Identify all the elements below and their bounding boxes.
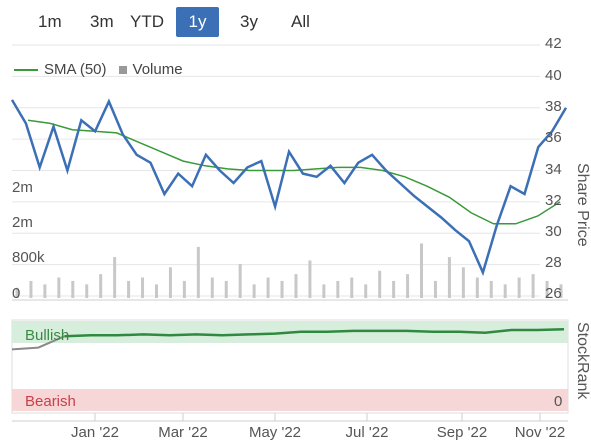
tab-1y[interactable]: 1y (176, 7, 219, 37)
stockrank-line (64, 327, 565, 338)
volume-bar (364, 284, 368, 298)
volume-bar (154, 284, 158, 298)
volume-bar (127, 280, 131, 298)
volume-bar (420, 243, 424, 298)
volume-bar (266, 277, 270, 298)
volume-legend-swatch (118, 65, 127, 74)
volume-bar (252, 284, 256, 298)
x-tick-label: May '22 (249, 424, 301, 440)
sma-series-line (27, 119, 561, 225)
volume-bar (433, 280, 437, 298)
price-series-line (10, 98, 568, 277)
rank-tick: 0 (554, 393, 563, 410)
volume-bar (210, 277, 214, 298)
volume-tick: 0 (12, 285, 21, 302)
volume-bar (322, 284, 326, 298)
price-tick: 40 (545, 67, 562, 84)
tab-3y[interactable]: 3y (240, 12, 258, 31)
x-tick-label: Mar '22 (158, 424, 208, 440)
volume-series (15, 243, 563, 298)
volume-tick: 2m (12, 179, 33, 196)
volume-bar (378, 270, 382, 298)
chart-legend: SMA (50) Volume (14, 61, 183, 78)
volume-bar (57, 277, 61, 298)
volume-bar (43, 284, 47, 298)
volume-bar (85, 284, 89, 298)
price-tick: 32 (545, 192, 562, 209)
volume-bar (517, 277, 521, 298)
volume-bar (475, 277, 479, 298)
volume-bar (238, 263, 242, 298)
volume-bar (280, 280, 284, 298)
price-axis-title: Share Price (574, 163, 591, 247)
x-tick-label: Jan '22 (71, 424, 119, 440)
tab-3m[interactable]: 3m (90, 12, 114, 31)
volume-bar (350, 277, 354, 298)
stockrank-axis-title: StockRank (574, 322, 591, 400)
x-axis-ticks: Jan '22 Mar '22 May '22 Jul '22 Sep '22 Nov '… (71, 413, 565, 440)
volume-bar (71, 280, 75, 298)
x-tick-label: Sep '22 (437, 424, 487, 440)
x-tick-label: Jul '22 (346, 424, 389, 440)
volume-bar (224, 280, 228, 298)
volume-bar (294, 274, 298, 298)
volume-tick: 2m (12, 214, 33, 231)
sma-legend-label[interactable]: SMA (50) (44, 61, 107, 78)
volume-bar (113, 257, 117, 298)
tab-1m[interactable]: 1m (38, 12, 62, 31)
price-tick: 36 (545, 129, 562, 146)
volume-bar (168, 267, 172, 298)
tab-ytd[interactable]: YTD (130, 12, 164, 31)
price-tick: 30 (545, 223, 562, 240)
stockrank-pre-line (11, 335, 65, 351)
volume-bar (99, 274, 103, 298)
volume-bar (392, 280, 396, 298)
volume-bar (336, 280, 340, 298)
bullish-label: Bullish (25, 327, 70, 344)
volume-bar (489, 280, 493, 298)
sma-legend-swatch (14, 68, 38, 71)
volume-bar (308, 260, 312, 298)
volume-bar (531, 274, 535, 298)
volume-bar (545, 280, 549, 298)
price-tick: 26 (545, 285, 562, 302)
volume-bar (141, 277, 145, 298)
volume-bar (29, 280, 33, 298)
volume-bar (406, 274, 410, 298)
volume-legend-label[interactable]: Volume (132, 61, 183, 78)
price-tick: 38 (545, 98, 562, 115)
x-tick-label: Nov '22 (515, 424, 565, 440)
volume-tick: 800k (12, 249, 45, 266)
tab-all[interactable]: All (291, 12, 310, 31)
price-tick: 42 (545, 35, 562, 52)
volume-bar (182, 280, 186, 298)
volume-bar (461, 267, 465, 298)
volume-bar (447, 257, 451, 298)
volume-bar (503, 284, 507, 298)
volume-bar (559, 284, 563, 298)
price-tick: 34 (545, 161, 562, 178)
volume-bar (15, 287, 19, 298)
volume-bar (196, 246, 200, 298)
price-tick: 28 (545, 254, 562, 271)
bearish-label: Bearish (25, 393, 76, 410)
bearish-band (12, 389, 568, 411)
